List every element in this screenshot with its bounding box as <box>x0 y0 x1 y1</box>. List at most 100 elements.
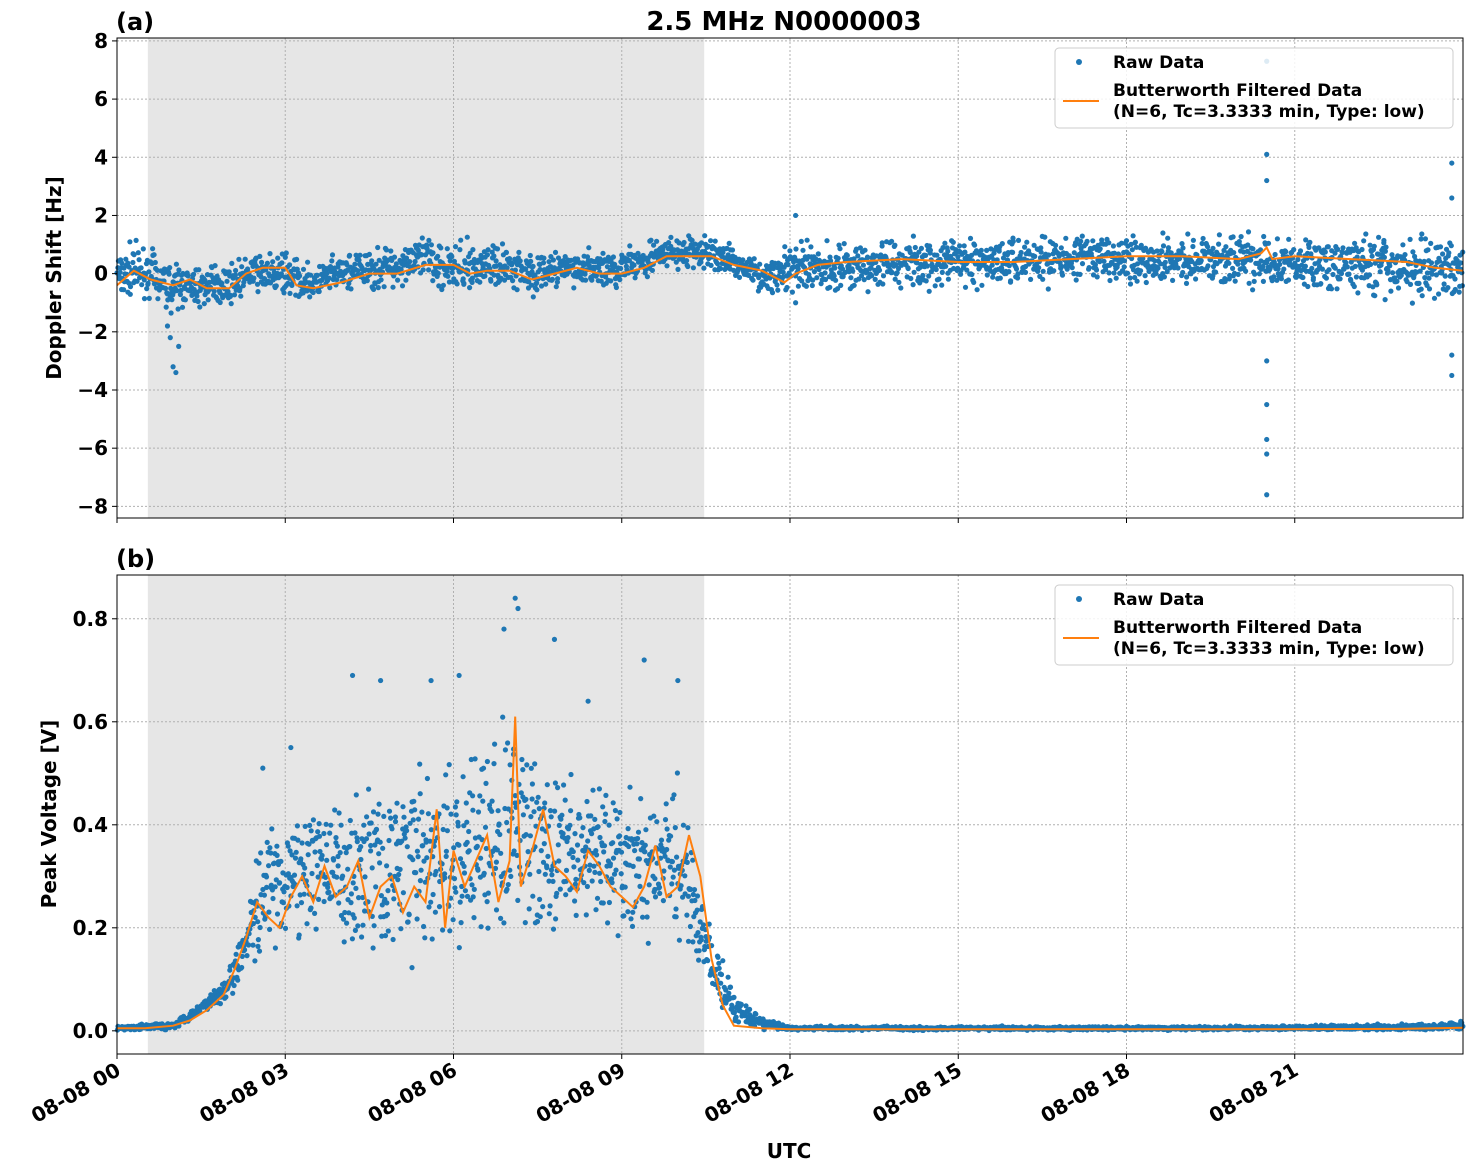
raw-data-point <box>310 817 316 823</box>
raw-data-point <box>334 277 340 283</box>
raw-data-point <box>708 262 714 268</box>
raw-data-point <box>527 833 534 839</box>
raw-data-point <box>610 254 617 260</box>
raw-data-point <box>310 289 316 296</box>
raw-data-point <box>671 792 677 798</box>
y-tick-label: 2 <box>94 203 108 227</box>
raw-data-point <box>338 268 344 274</box>
raw-data-point <box>1330 271 1336 278</box>
raw-data-point <box>415 816 422 822</box>
raw-data-point <box>1022 244 1028 250</box>
raw-data-point <box>470 894 476 900</box>
raw-data-point <box>177 291 183 298</box>
raw-data-point <box>327 830 333 836</box>
raw-data-point <box>1084 238 1090 244</box>
raw-data-point <box>964 267 970 273</box>
raw-data-point <box>565 835 571 841</box>
raw-data-point <box>927 243 933 249</box>
raw-data-point <box>413 827 419 834</box>
raw-data-point <box>1338 270 1345 277</box>
raw-data-point <box>267 845 273 851</box>
raw-data-point <box>967 235 974 241</box>
raw-data-point <box>1293 274 1299 280</box>
raw-data-point <box>950 239 956 245</box>
raw-data-point <box>477 279 483 285</box>
raw-data-point <box>362 874 368 880</box>
raw-data-point <box>1445 285 1451 291</box>
raw-data-point <box>608 278 614 284</box>
raw-data-point <box>146 295 152 301</box>
raw-data-point <box>269 826 275 832</box>
raw-data-point <box>255 937 261 943</box>
raw-data-point <box>907 249 913 256</box>
raw-data-point <box>664 263 670 269</box>
raw-data-point <box>851 282 857 288</box>
raw-data-point <box>1040 276 1046 282</box>
raw-data-point <box>1079 233 1085 239</box>
raw-data-point <box>793 212 799 219</box>
raw-data-point <box>471 886 477 893</box>
raw-data-point <box>582 271 588 277</box>
raw-data-point <box>1038 245 1044 251</box>
raw-data-point <box>1210 245 1216 251</box>
raw-data-point <box>254 281 261 287</box>
raw-data-point <box>391 896 397 902</box>
raw-data-point <box>396 871 402 878</box>
raw-data-point <box>1275 266 1281 272</box>
raw-data-point <box>127 291 133 297</box>
raw-data-point <box>1226 260 1232 266</box>
raw-data-point <box>1442 273 1448 279</box>
raw-data-point <box>1178 249 1184 255</box>
raw-data-point <box>1138 242 1144 248</box>
raw-data-point <box>957 243 963 249</box>
raw-data-point <box>316 288 322 295</box>
raw-data-point <box>478 924 484 930</box>
raw-data-point <box>1198 258 1204 264</box>
raw-data-point <box>545 853 551 860</box>
raw-data-point <box>568 808 574 814</box>
raw-data-point <box>1127 275 1133 281</box>
raw-data-point <box>376 257 382 263</box>
raw-data-point <box>924 263 931 269</box>
raw-data-point <box>440 282 446 288</box>
y-tick-label: 4 <box>94 145 108 169</box>
raw-data-point <box>1264 436 1270 443</box>
raw-data-point <box>324 857 330 863</box>
raw-data-point <box>315 829 321 835</box>
legend-raw-marker <box>1076 59 1082 65</box>
raw-data-point <box>410 857 416 863</box>
raw-data-point <box>600 900 606 906</box>
raw-data-point <box>331 857 337 863</box>
raw-data-point <box>1176 256 1183 262</box>
raw-data-point <box>391 254 398 260</box>
raw-data-point <box>449 269 455 276</box>
raw-data-point <box>336 810 342 816</box>
raw-data-point <box>415 854 421 860</box>
raw-data-point <box>1111 250 1118 256</box>
raw-data-point <box>1124 270 1131 276</box>
raw-data-point <box>714 261 721 267</box>
raw-data-point <box>392 814 398 820</box>
raw-data-point <box>292 855 299 861</box>
raw-data-point <box>227 293 233 299</box>
raw-data-point <box>296 932 302 938</box>
raw-data-point <box>889 238 895 244</box>
raw-data-point <box>943 263 949 269</box>
raw-data-point <box>500 714 506 720</box>
raw-data-point <box>635 835 641 842</box>
raw-data-point <box>1306 244 1312 250</box>
raw-data-point <box>550 878 556 885</box>
raw-data-point <box>1250 246 1256 252</box>
raw-data-point <box>832 265 838 271</box>
raw-data-point <box>562 797 568 803</box>
raw-data-point <box>685 825 691 831</box>
raw-data-point <box>607 861 614 867</box>
raw-data-point <box>282 254 288 260</box>
raw-data-point <box>610 840 616 846</box>
raw-data-point <box>324 270 330 276</box>
raw-data-point <box>879 240 885 246</box>
raw-data-point <box>1045 286 1051 292</box>
raw-data-point <box>1038 249 1044 255</box>
raw-data-point <box>568 257 574 263</box>
raw-data-point <box>1422 236 1428 242</box>
